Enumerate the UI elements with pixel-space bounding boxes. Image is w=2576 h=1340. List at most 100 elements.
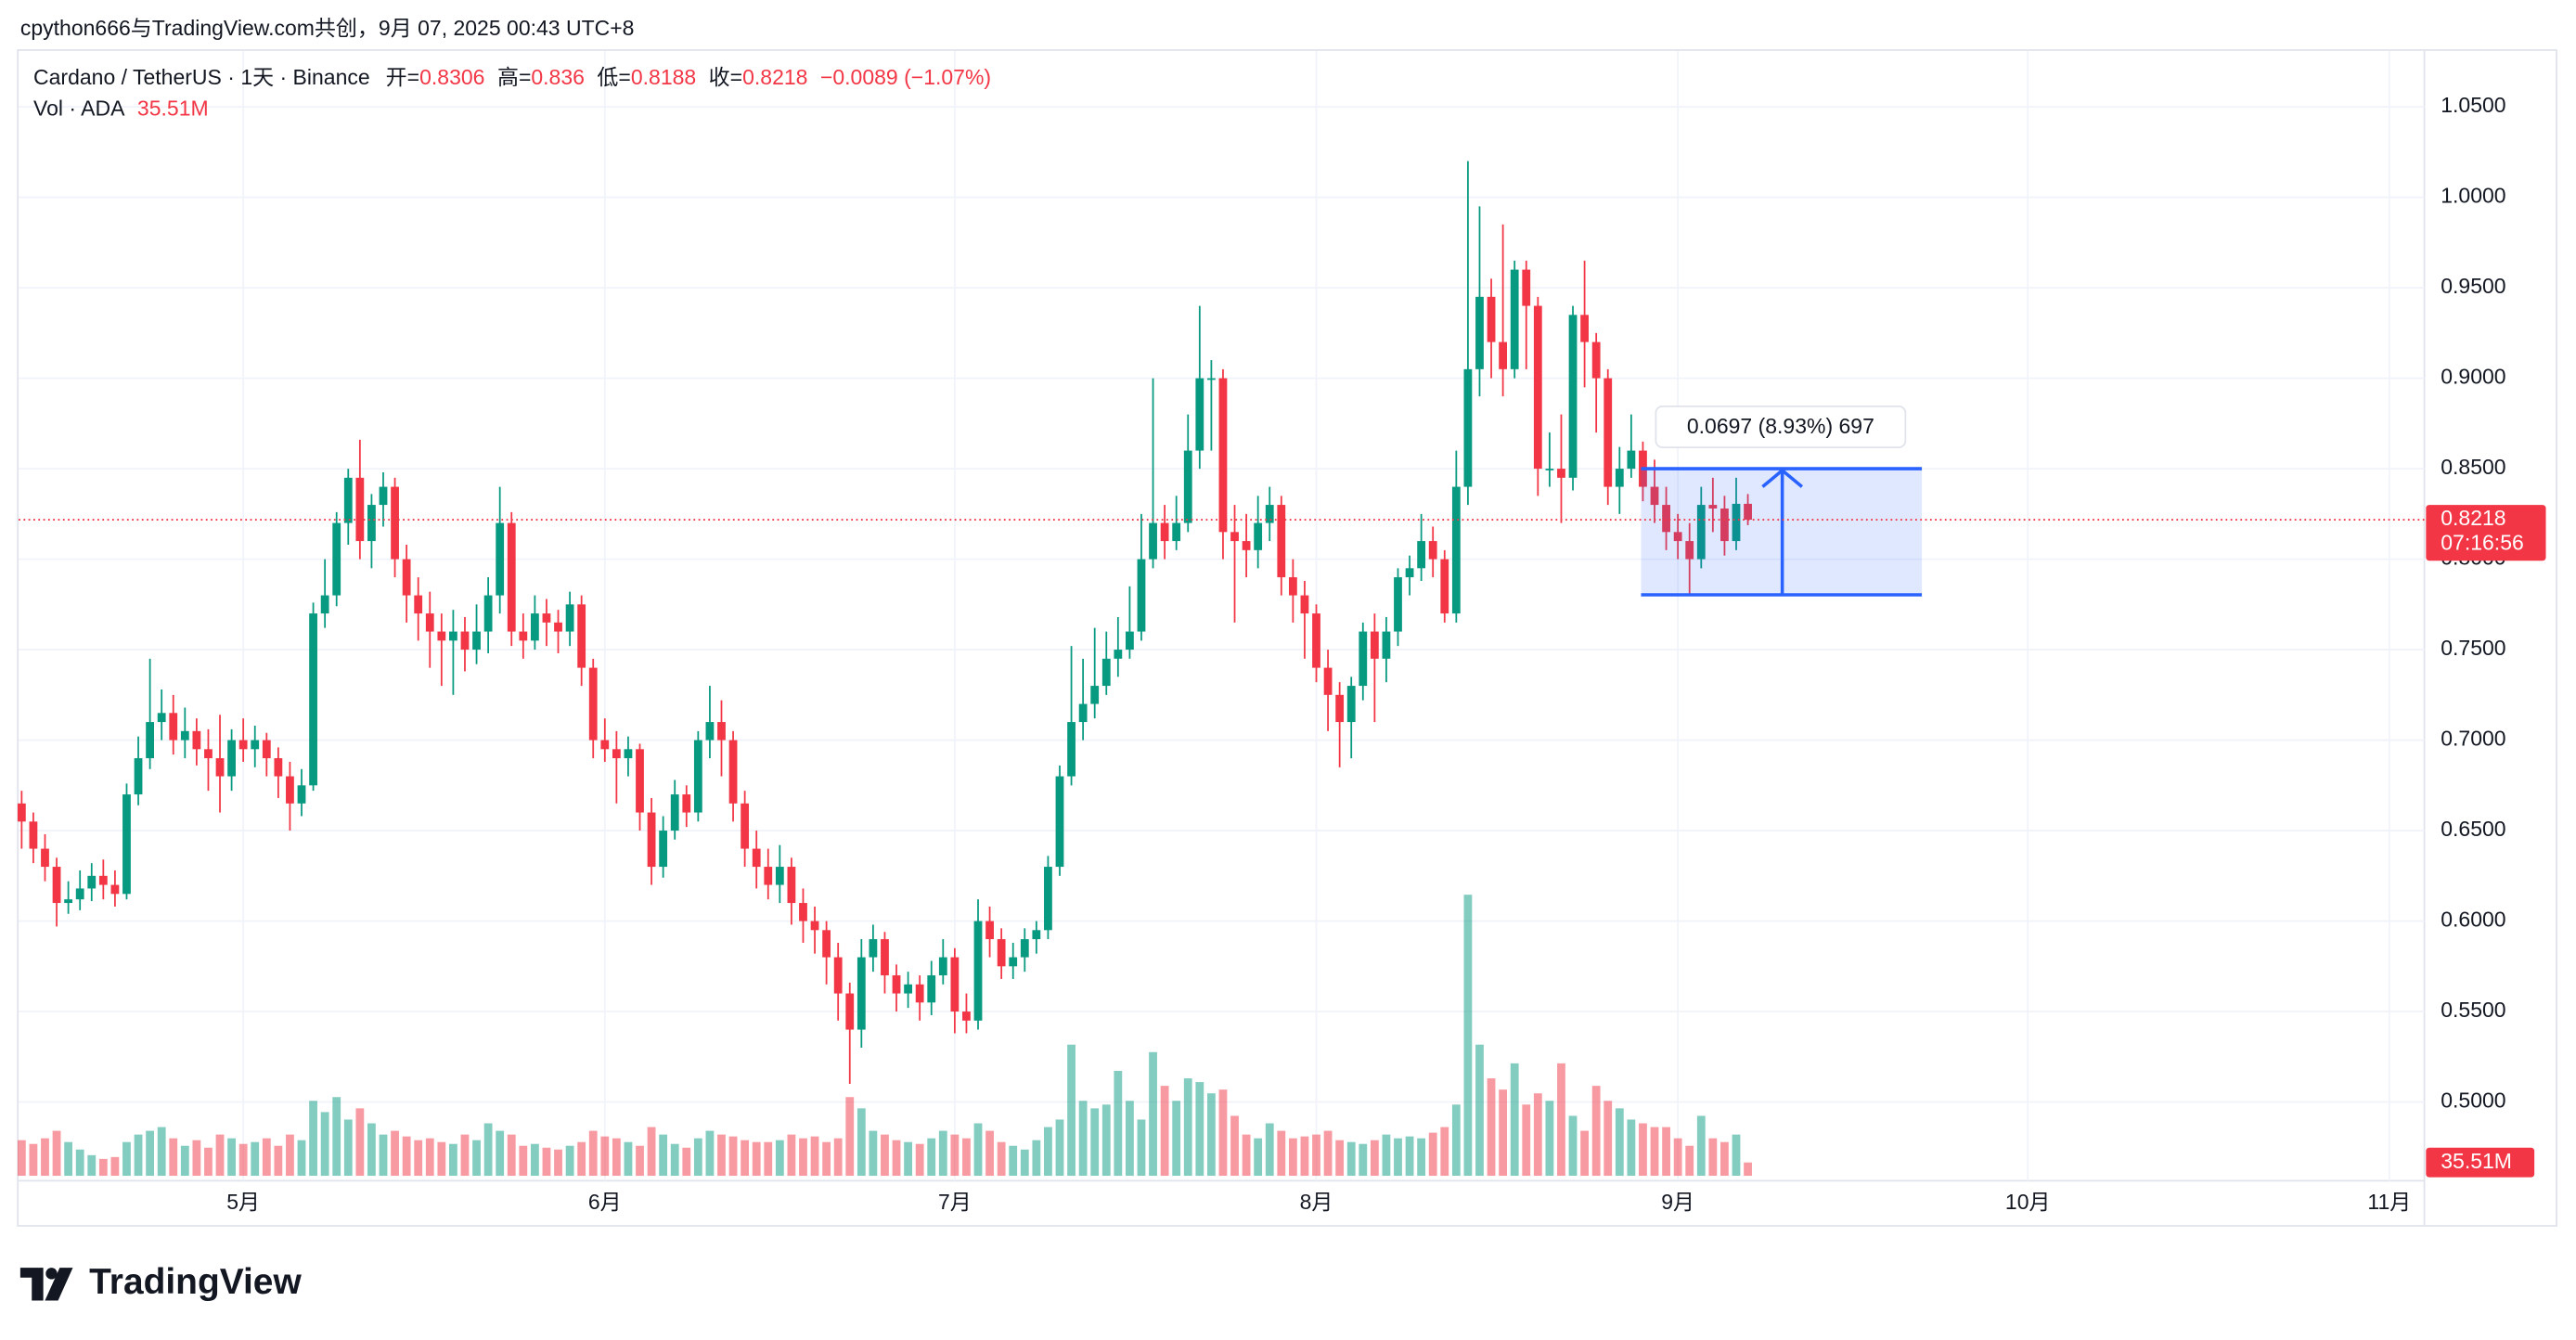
volume-bar	[869, 1130, 878, 1177]
candle-body	[449, 631, 457, 641]
candle-body	[1300, 595, 1309, 614]
y-tick-label: 0.5000	[2441, 1089, 2505, 1113]
volume-bar	[530, 1143, 539, 1177]
candle-body	[507, 522, 516, 632]
volume-bar	[41, 1138, 49, 1177]
volume-bar	[1149, 1051, 1157, 1177]
candle-body	[146, 722, 155, 759]
volume-bar	[693, 1138, 702, 1177]
candle-body	[1428, 541, 1437, 560]
candle-body	[927, 975, 936, 1003]
volume-bar	[588, 1130, 598, 1177]
legend-high-label: 高=	[497, 65, 531, 89]
candle-body	[262, 740, 271, 759]
volume-bar	[892, 1140, 901, 1177]
candle-body	[391, 486, 399, 560]
volume-bar	[320, 1112, 329, 1177]
volume-bar	[134, 1134, 143, 1177]
candle-body	[1335, 694, 1345, 723]
y-tick-label: 0.6500	[2441, 817, 2505, 841]
volume-bar	[833, 1138, 843, 1177]
volume-bar	[670, 1143, 679, 1177]
candle-body	[1720, 508, 1729, 542]
y-tick-label: 0.9500	[2441, 274, 2505, 298]
volume-bar	[973, 1123, 983, 1177]
candle-body	[1218, 378, 1228, 533]
y-tick-label: 0.5500	[2441, 998, 2505, 1022]
volume-bar	[180, 1145, 189, 1177]
brand: TradingView	[89, 1262, 302, 1302]
volume-bar	[355, 1108, 365, 1177]
volume-bar	[425, 1138, 434, 1177]
volume-bar	[636, 1145, 644, 1177]
volume-bar	[1101, 1104, 1111, 1177]
candle-body	[1078, 703, 1088, 723]
candle-body	[17, 803, 26, 822]
candle-body	[1160, 522, 1169, 542]
candle-body	[274, 758, 283, 777]
volume-bar	[624, 1141, 633, 1177]
candle-body	[962, 1011, 971, 1021]
candle-body	[134, 758, 143, 795]
candle-body	[157, 713, 166, 723]
candle-body	[460, 631, 470, 651]
candle-body	[1312, 613, 1320, 668]
volume-bar	[519, 1145, 528, 1177]
volume-bar	[251, 1141, 260, 1177]
volume-bar	[1265, 1123, 1274, 1177]
volume-bar	[286, 1134, 294, 1177]
volume-bar	[741, 1140, 750, 1177]
candle-body	[343, 477, 353, 523]
volume-bar	[122, 1141, 131, 1177]
volume-bar	[1090, 1108, 1100, 1177]
candle-body	[227, 740, 236, 777]
candle-body	[787, 867, 796, 904]
candle-body	[1230, 532, 1239, 542]
volume-bar	[1335, 1140, 1345, 1177]
volume-bar	[1126, 1101, 1134, 1177]
candle-body	[122, 794, 131, 895]
candle-body	[1032, 930, 1041, 940]
candle-body	[238, 740, 248, 750]
candle-body	[741, 803, 750, 849]
candle-body	[869, 939, 878, 958]
candle-body	[845, 993, 855, 1030]
candle-body	[169, 713, 178, 741]
volume-bar	[1428, 1132, 1437, 1177]
measure-label: 0.0697 (8.93%) 697	[1687, 414, 1874, 438]
volume-bar	[98, 1158, 108, 1177]
volume-bar	[1160, 1086, 1169, 1177]
volume-bar	[496, 1130, 505, 1177]
candle-body	[1522, 269, 1531, 306]
candle-body	[1020, 939, 1029, 958]
volume-bar	[1499, 1089, 1508, 1177]
volume-bar	[1545, 1101, 1554, 1177]
candle-body	[1242, 541, 1251, 550]
logo-part	[45, 1268, 58, 1280]
candle-body	[1009, 957, 1018, 967]
candle-body	[1673, 532, 1682, 542]
volume-bar	[810, 1136, 819, 1177]
volume-bar	[367, 1123, 376, 1177]
candle-body	[1206, 378, 1216, 380]
candle-body	[1533, 305, 1542, 470]
candle-body	[950, 957, 960, 1012]
candle-body	[425, 613, 434, 632]
candle-body	[985, 921, 994, 940]
candle-body	[402, 559, 411, 596]
candle-body	[810, 921, 819, 931]
overlay: 0.50000.55000.60000.65000.70000.75000.80…	[19, 93, 2546, 1214]
volume-bar	[1323, 1130, 1333, 1177]
candle-body	[87, 875, 97, 889]
candle-body	[1090, 686, 1100, 704]
volume-bar	[577, 1141, 586, 1177]
candle-body	[483, 595, 493, 632]
volume-bar	[997, 1141, 1006, 1177]
candle-body	[1685, 541, 1694, 560]
candle-body	[1288, 577, 1297, 596]
volume-bar	[787, 1134, 796, 1177]
panel-border	[17, 49, 2557, 1227]
volume-bar	[1557, 1063, 1565, 1177]
candle-body	[110, 884, 120, 895]
